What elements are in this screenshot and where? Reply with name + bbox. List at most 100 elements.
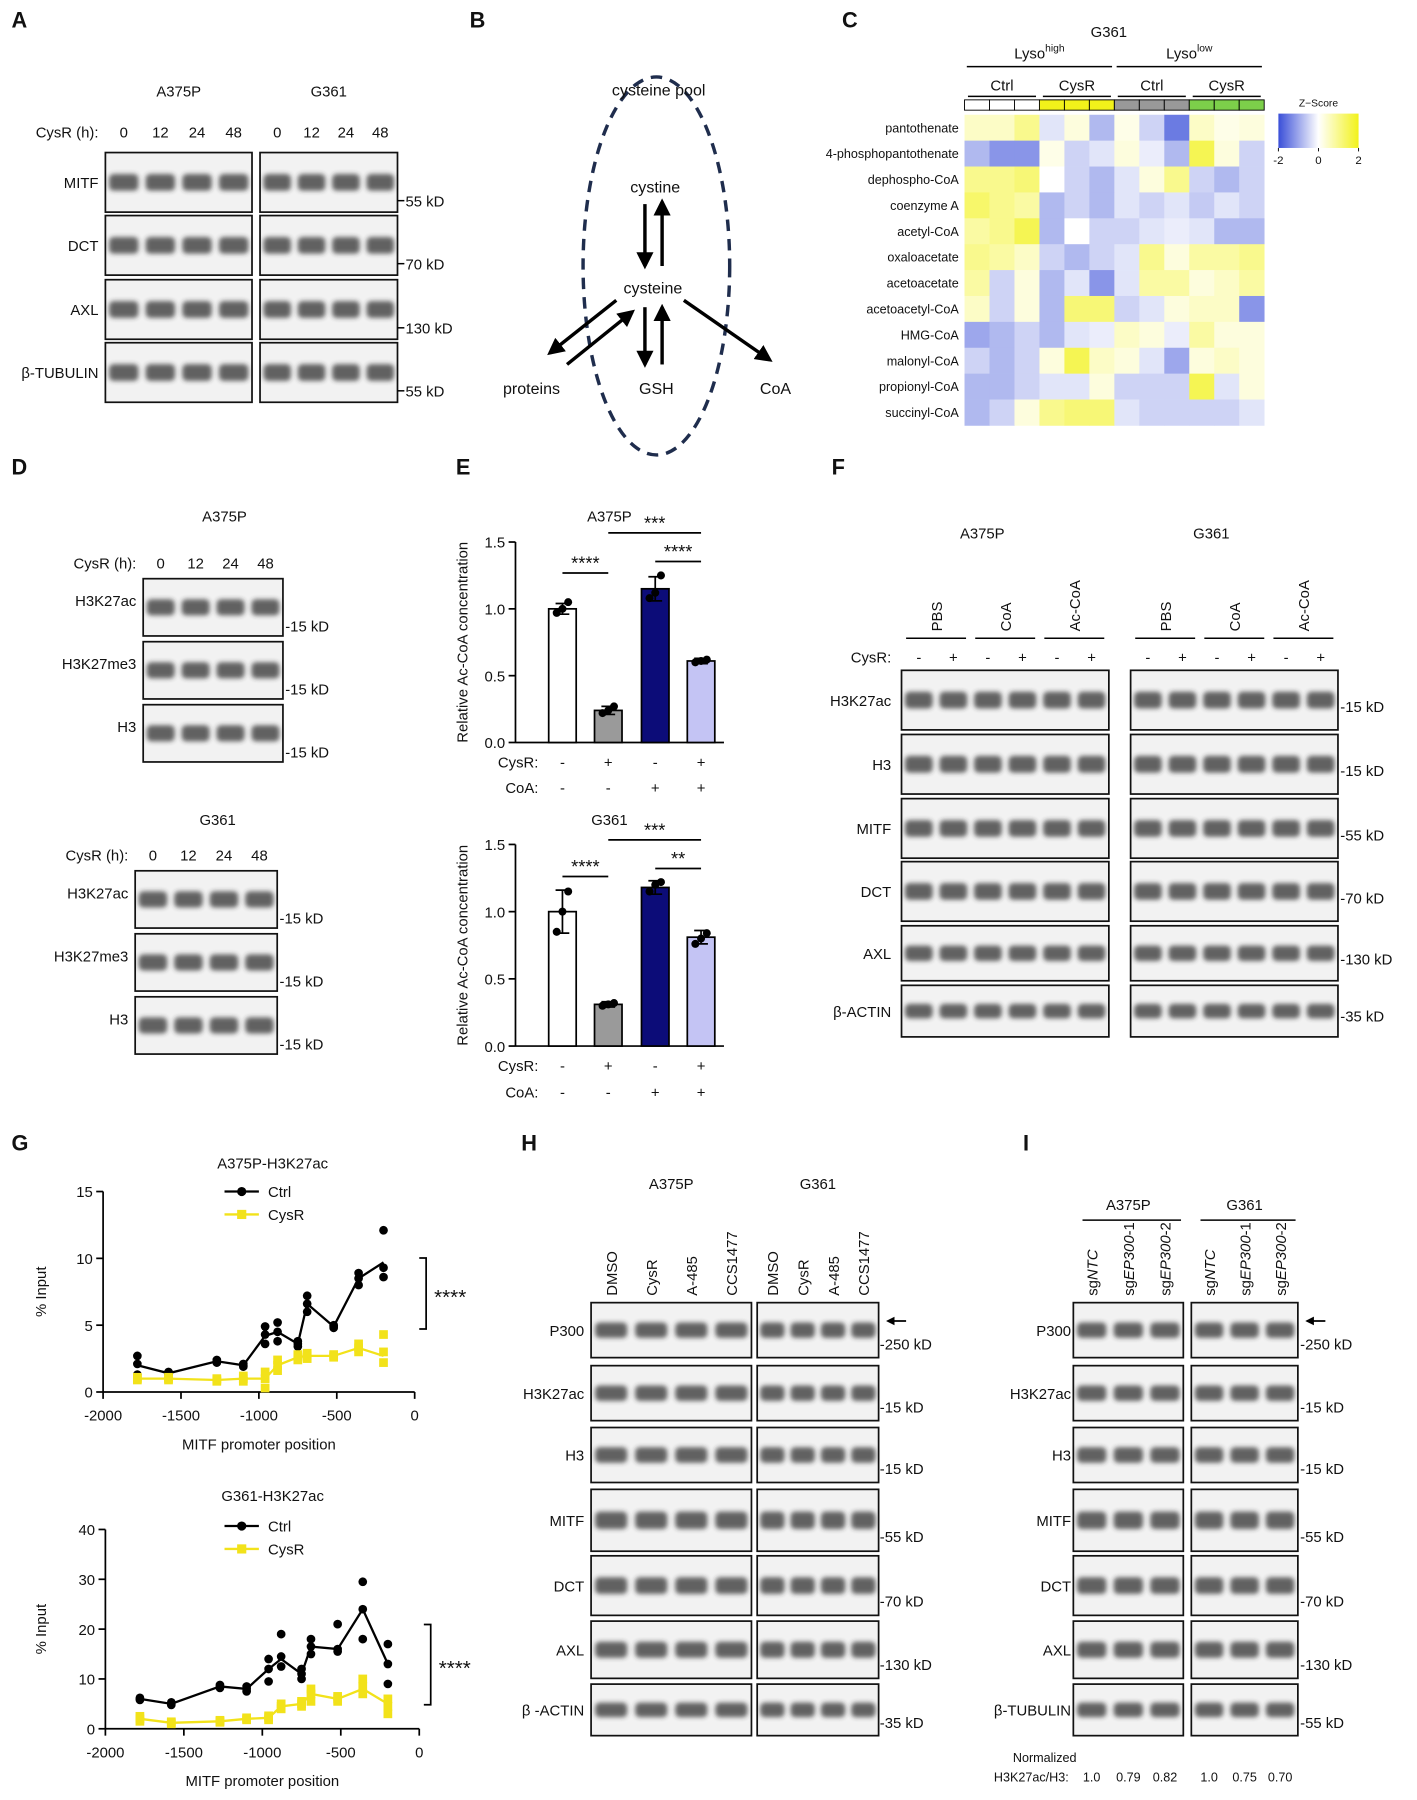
heatmap-cell [1139,140,1165,167]
lane-gene: EP300 [1159,1235,1175,1280]
band [1168,755,1197,773]
heatmap-cell [964,295,990,323]
heatmap-cell [1014,270,1040,297]
band [1194,1385,1224,1401]
band [181,725,210,742]
heatmap-cell [1189,295,1215,323]
band [1113,1702,1143,1718]
condition-sign: - [606,1086,611,1102]
band [182,173,212,191]
bar [547,910,578,1047]
data-point [135,1711,145,1721]
band [904,755,933,773]
heatmap-cell [1139,218,1165,245]
data-point [383,1694,393,1704]
y-tick-label: 1.5 [484,838,505,854]
condition-label: CysR: [851,650,892,666]
blot [1129,797,1339,860]
data-point [564,887,573,896]
band [219,173,249,191]
y-axis-label: % Input [34,1603,50,1654]
data-point [383,1659,393,1669]
legend-label: Ctrl [268,1520,291,1536]
band [1265,1322,1295,1338]
data-point [302,1291,312,1301]
band [939,820,968,837]
band [1134,883,1162,900]
heatmap-cell [1239,347,1265,374]
y-axis-label: % Input [34,1266,50,1317]
heatmap-cell [989,114,1015,141]
band [174,891,203,908]
y-tick-label: 20 [79,1623,96,1639]
y-tick-label: 0.0 [484,736,505,752]
band [939,691,968,709]
lane-prefix: sg [1203,1280,1219,1296]
significance-label: **** [571,856,600,877]
band [1134,820,1162,837]
row-label: H3 [565,1449,584,1465]
condition-sign: - [560,781,565,797]
chart-title: G361 [591,813,627,829]
group-label: Lysolow [1166,44,1213,63]
blot [1129,984,1339,1038]
band [1203,1003,1231,1019]
heatmap-cell [1164,140,1190,167]
condition-sign: - [985,650,990,666]
band [715,1702,748,1718]
row-label: P300 [549,1324,584,1340]
band [366,301,395,318]
timepoint: 12 [152,126,169,142]
data-point [656,878,665,887]
heatmap-cell [1114,270,1140,297]
band [1237,883,1266,900]
data-point [552,927,561,936]
x-axis-label: MITF promoter position [185,1774,339,1790]
lane-label: sgEP300-2 [1159,1222,1175,1296]
band [974,883,1002,900]
y-tick-label: 10 [79,1673,96,1689]
heatmap-cell [1114,114,1140,141]
significance-bracket [419,1257,427,1330]
data-point [702,655,711,664]
heatmap-cell [1039,218,1065,245]
band [1077,1641,1107,1658]
band [820,1322,846,1338]
heatmap-cell [1239,140,1265,167]
heatmap-cell [964,321,990,349]
heatmap-cell [1014,399,1040,426]
significance-label: *** [644,819,665,840]
metabolite-label: propionyl-CoA [879,380,959,394]
band [635,1641,668,1658]
band [715,1577,748,1594]
band [904,1003,933,1019]
condition-sign: - [653,756,658,772]
band [635,1577,668,1594]
x-tick-label: -500 [322,1409,352,1425]
band [109,173,139,191]
band [1306,820,1335,837]
lane-prefix: sg [1085,1280,1101,1296]
band [1077,1577,1107,1594]
panel-letter: G [11,1130,28,1155]
data-point [260,1322,270,1331]
band [1237,820,1266,837]
heatmap-cell [1089,295,1115,323]
heatmap-cell [1214,192,1240,219]
band [1077,1702,1107,1718]
lane-prefix: sg [1238,1280,1254,1296]
normalized-value: 1.0 [1083,1770,1101,1784]
data-point [273,1366,282,1375]
row-label: H3K27ac [75,594,137,610]
lane-label: sgEP300-1 [1238,1222,1254,1296]
bar [547,607,578,744]
band [595,1385,628,1401]
data-point [558,907,567,916]
heatmap-cell [1189,373,1215,400]
heatmap-cell [1239,218,1265,245]
band [1272,1003,1300,1019]
significance-label: **** [434,1286,466,1309]
data-point [260,1383,270,1393]
metabolite-label: dephospho-CoA [868,173,960,187]
band [760,1511,785,1529]
